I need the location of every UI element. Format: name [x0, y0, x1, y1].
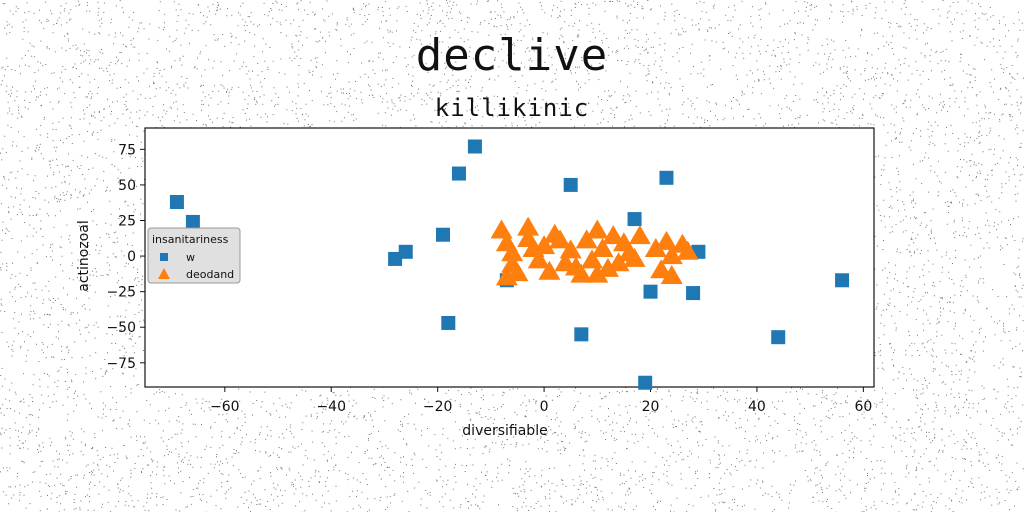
y-axis-label: actinozoal	[76, 220, 92, 291]
point-deodand	[596, 257, 619, 277]
y-tick-label: 0	[127, 249, 136, 265]
y-tick-label: −75	[106, 356, 136, 372]
legend: insanitariness w deodand	[147, 227, 241, 284]
point-deodand	[602, 225, 625, 245]
point-deodand	[501, 242, 524, 262]
point-w	[441, 315, 456, 330]
point-w	[659, 170, 674, 185]
x-tick-label: 0	[540, 399, 549, 415]
legend-marker-w	[160, 253, 168, 261]
point-deodand	[644, 237, 667, 257]
x-tick-label: 60	[854, 399, 872, 415]
point-w	[185, 214, 200, 229]
point-deodand	[676, 240, 699, 260]
point-w	[574, 327, 589, 342]
legend-marker-deodand	[158, 268, 170, 279]
point-w	[627, 212, 642, 227]
y-tick-label: −25	[106, 285, 136, 301]
point-deodand	[586, 263, 609, 283]
point-deodand	[580, 249, 603, 269]
point-deodand	[549, 229, 572, 249]
y-tick-label: 50	[118, 178, 136, 194]
point-w	[451, 166, 466, 181]
point-deodand	[575, 229, 598, 249]
x-axis-label: diversifiable	[462, 423, 547, 439]
point-w	[638, 375, 653, 390]
y-tick-label: 75	[118, 142, 136, 158]
point-w	[643, 284, 658, 299]
point-deodand	[559, 239, 582, 259]
x-tick-label: −40	[316, 399, 346, 415]
point-deodand	[655, 230, 678, 250]
x-tick-label: 40	[748, 399, 766, 415]
point-deodand	[660, 265, 683, 284]
legend-label-deodand: deodand	[186, 268, 234, 281]
y-tick-label: −50	[106, 320, 136, 336]
chart-title: declive	[415, 30, 609, 81]
x-tick-label: 20	[642, 399, 660, 415]
point-w	[835, 273, 850, 288]
point-w	[563, 177, 578, 192]
legend-box	[147, 227, 241, 284]
chart-subtitle: killikinic	[434, 94, 590, 122]
legend-title: insanitariness	[152, 233, 229, 246]
x-tick-label: −20	[423, 399, 453, 415]
legend-label-w: w	[186, 251, 195, 264]
point-w	[388, 251, 403, 266]
point-deodand	[527, 249, 550, 269]
point-deodand	[623, 247, 646, 267]
point-deodand	[495, 266, 518, 286]
point-deodand	[517, 216, 540, 236]
y-tick-label: 25	[118, 214, 136, 230]
point-deodand	[650, 259, 673, 279]
x-tick-label: −60	[210, 399, 240, 415]
point-deodand	[533, 235, 556, 255]
point-w	[771, 330, 786, 345]
point-w	[467, 139, 482, 154]
point-w	[435, 227, 450, 242]
point-w	[686, 286, 701, 301]
point-deodand	[628, 225, 651, 245]
point-deodand	[538, 260, 561, 280]
point-w	[398, 244, 413, 259]
point-deodand	[591, 237, 614, 257]
point-deodand	[570, 263, 593, 283]
point-deodand	[586, 219, 609, 239]
point-w	[169, 195, 184, 209]
